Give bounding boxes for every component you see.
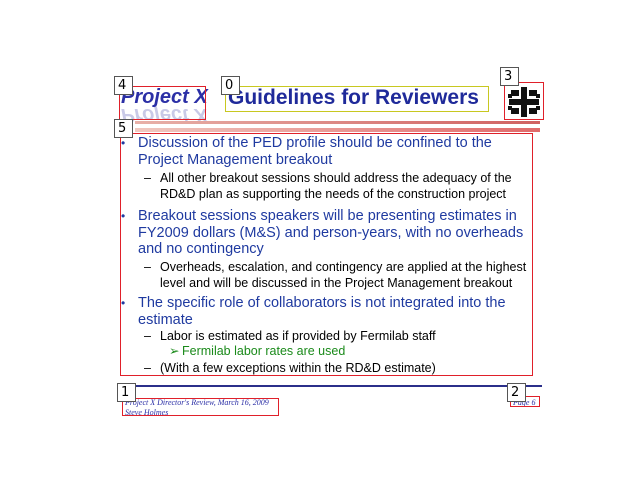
annotation-box-body	[120, 133, 533, 376]
dash-marker: –	[144, 361, 151, 375]
logo-text: Project X	[121, 86, 208, 108]
bullet-1: Discussion of the PED profile should be …	[138, 135, 492, 168]
annotation-box-logo	[119, 86, 206, 120]
annotation-label-4: 4	[114, 76, 133, 95]
bullet-marker: •	[121, 209, 126, 223]
annotation-label-0: 0	[221, 76, 240, 95]
annotation-label-2: 2	[507, 383, 526, 402]
arrow-bullet-icon: ➢	[169, 344, 180, 358]
fermilab-logo-icon	[508, 87, 540, 117]
annotation-box-footer	[122, 398, 279, 416]
sub-bullet-2-1: Overheads, escalation, and contingency a…	[160, 260, 527, 290]
annotation-label-1: 1	[117, 383, 136, 402]
page-number: Page 6	[513, 398, 536, 407]
bullet-2: Breakout sessions speakers will be prese…	[138, 208, 524, 257]
sub-bullet-3-1: Labor is estimated as if provided by Fer…	[160, 329, 436, 343]
project-x-logo: Project X Project X	[119, 86, 208, 126]
annotation-box-title	[225, 86, 489, 112]
bullet-3: The specific role of collaborators is no…	[138, 295, 506, 328]
sub-sub-bullet-3-1-1: Fermilab labor rates are used	[182, 344, 346, 358]
annotation-label-3: 3	[500, 67, 519, 86]
footer-line-1: Project X Director's Review, March 16, 2…	[125, 398, 269, 407]
bullet-marker: •	[121, 136, 126, 150]
sub-bullet-1-1: All other breakout sessions should addre…	[160, 171, 512, 201]
header-rule-top	[135, 121, 540, 124]
footer-line-2: Steve Holmes	[125, 408, 169, 417]
dash-marker: –	[144, 329, 151, 343]
slide-title: Guidelines for Reviewers	[228, 86, 479, 109]
footer-credits: Project X Director's Review, March 16, 2…	[125, 398, 269, 418]
bullet-marker: •	[121, 296, 126, 310]
header-rule-bottom	[135, 128, 540, 132]
dash-marker: –	[144, 260, 151, 274]
footer-rule	[118, 385, 542, 387]
slide-body: • Discussion of the PED profile should b…	[120, 133, 532, 375]
dash-marker: –	[144, 171, 151, 185]
sub-bullet-3-2: (With a few exceptions within the RD&D e…	[160, 361, 436, 375]
annotation-box-fermilab-logo	[504, 82, 544, 120]
annotation-label-5: 5	[114, 119, 133, 138]
